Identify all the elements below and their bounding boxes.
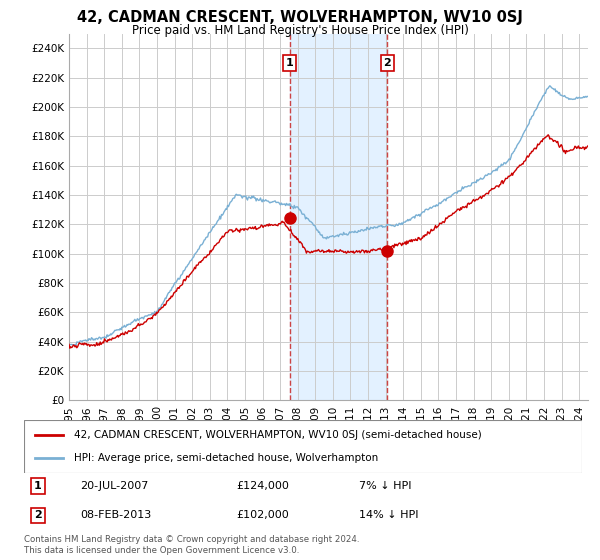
Bar — [290, 34, 388, 400]
Text: 1: 1 — [286, 58, 293, 68]
Text: 08-FEB-2013: 08-FEB-2013 — [80, 510, 151, 520]
Text: Contains HM Land Registry data © Crown copyright and database right 2024.: Contains HM Land Registry data © Crown c… — [24, 534, 359, 544]
Text: £124,000: £124,000 — [236, 481, 289, 491]
Text: 42, CADMAN CRESCENT, WOLVERHAMPTON, WV10 0SJ: 42, CADMAN CRESCENT, WOLVERHAMPTON, WV10… — [77, 10, 523, 25]
Text: 1: 1 — [34, 481, 42, 491]
Text: This data is licensed under the Open Government Licence v3.0.: This data is licensed under the Open Gov… — [24, 545, 299, 555]
Text: Price paid vs. HM Land Registry's House Price Index (HPI): Price paid vs. HM Land Registry's House … — [131, 24, 469, 37]
Text: 2: 2 — [34, 510, 42, 520]
Text: 14% ↓ HPI: 14% ↓ HPI — [359, 510, 418, 520]
FancyBboxPatch shape — [24, 420, 582, 473]
Text: 2: 2 — [383, 58, 391, 68]
Text: 7% ↓ HPI: 7% ↓ HPI — [359, 481, 412, 491]
Text: £102,000: £102,000 — [236, 510, 289, 520]
Text: 42, CADMAN CRESCENT, WOLVERHAMPTON, WV10 0SJ (semi-detached house): 42, CADMAN CRESCENT, WOLVERHAMPTON, WV10… — [74, 430, 482, 440]
Text: 20-JUL-2007: 20-JUL-2007 — [80, 481, 148, 491]
Text: HPI: Average price, semi-detached house, Wolverhampton: HPI: Average price, semi-detached house,… — [74, 453, 379, 463]
